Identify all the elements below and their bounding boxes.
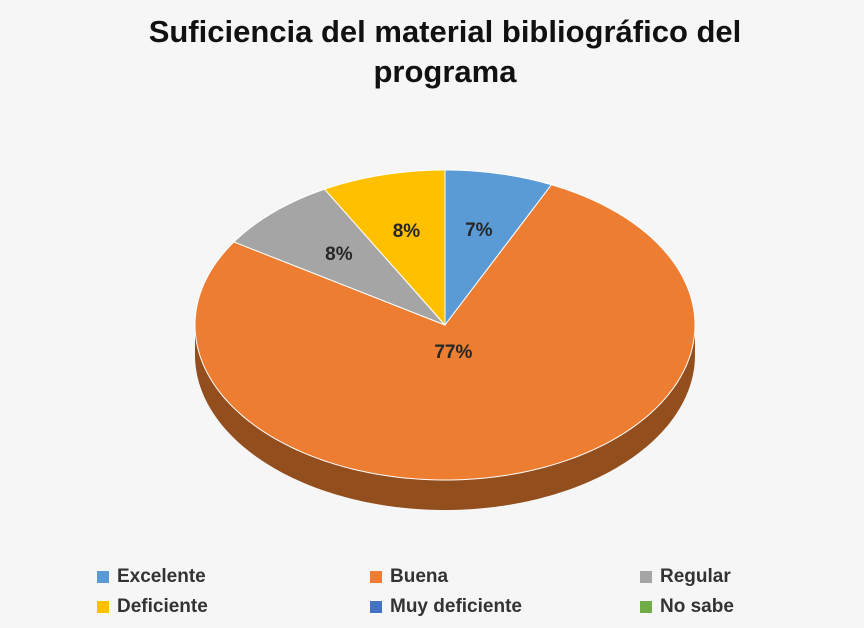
legend-label: No sabe [660, 596, 734, 617]
legend-label: Excelente [117, 566, 206, 587]
pie-slice [233, 188, 446, 326]
pie-slice [323, 169, 446, 327]
legend-swatch [640, 571, 652, 583]
pie-side [195, 325, 695, 510]
legend-label: Buena [390, 566, 449, 587]
legend-swatch [97, 571, 109, 583]
data-label: 8% [325, 244, 353, 265]
pie-slice [444, 169, 553, 327]
legend-swatch [97, 601, 109, 613]
legend-swatch [640, 601, 652, 613]
legend-swatch [370, 601, 382, 613]
data-label: 7% [465, 220, 493, 241]
chart-title: Suficiencia del material bibliográfico d… [148, 14, 742, 89]
legend-swatch [370, 571, 382, 583]
legend-label: Regular [660, 566, 731, 587]
data-label: 8% [393, 221, 421, 242]
data-label: 77% [434, 342, 472, 363]
legend-label: Deficiente [117, 596, 208, 617]
legend-label: Muy deficiente [390, 596, 522, 617]
pie-slice [194, 184, 696, 481]
